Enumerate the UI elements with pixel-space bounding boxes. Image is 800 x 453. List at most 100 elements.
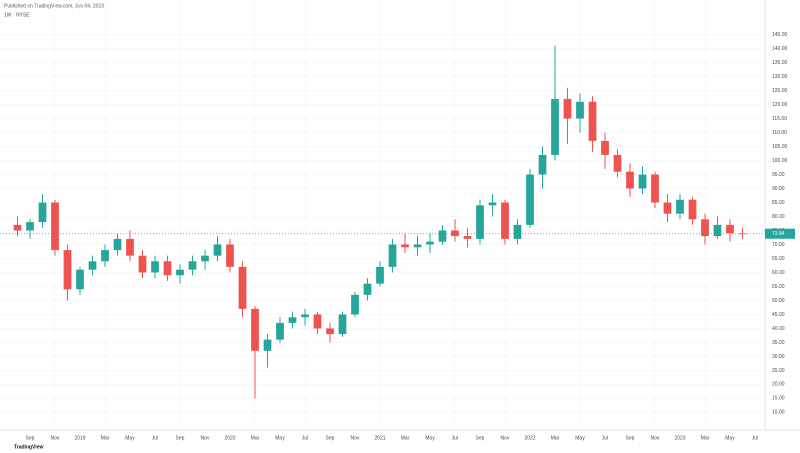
y-tick-label: 110.00 [772,130,787,136]
x-tick-label: May [725,435,735,441]
x-tick-label: Nov [651,435,660,441]
candle-body [263,339,272,351]
legend-text: 1W · NYSE [4,12,30,18]
candle-body [326,328,334,335]
candle-body [451,230,459,237]
candle-body [688,199,697,220]
x-tick-label: Sep [626,435,635,441]
candle-body [313,314,322,329]
candle-body [551,98,559,155]
y-tick-label: 65.00 [772,256,785,262]
x-tick-label: May [575,435,585,441]
candle-body [426,241,434,245]
x-tick-label: Nov [501,435,510,441]
candle-body [126,238,134,256]
y-tick-label: 50.00 [772,298,785,304]
x-tick-label: Mar [101,435,110,441]
y-tick-label: 30.00 [772,354,785,360]
y-tick-label: 70.00 [772,242,785,248]
candle-body [363,283,372,295]
last-price-tag [765,228,795,239]
x-tick-label: Jul [452,435,458,441]
y-tick-label: 45.00 [772,312,785,318]
y-tick-label: 130.00 [772,74,788,80]
candle-body [538,154,547,175]
y-tick-label: 105.00 [772,144,788,150]
x-tick-label: Sep [26,435,35,441]
x-tick-label: Sep [476,435,485,441]
y-tick-label: 95.00 [772,172,785,178]
candle-body [626,171,634,189]
x-tick-label: Jul [752,435,758,441]
x-tick-label: May [125,435,135,441]
candle-body [663,202,672,214]
candle-body [351,294,359,315]
candle-body [513,224,522,239]
candle-body [26,222,34,231]
candle-body [163,261,172,276]
y-tick-label: 15.00 [772,396,785,402]
candle-body [338,314,347,335]
candle-body [488,202,497,206]
y-tick-label: 120.00 [772,102,788,108]
candle-body [151,261,159,273]
x-tick-label: Sep [326,435,335,441]
y-tick-label: 115.00 [772,116,787,122]
candle-body [138,255,147,273]
candle-body [88,261,97,270]
y-tick-label: 100.00 [772,158,788,164]
candle-body [226,244,234,267]
candle-body [288,317,297,323]
candle-body [376,266,384,284]
candle-body [651,174,659,203]
candle-body [13,224,22,231]
candle-body [101,250,109,262]
y-tick-label: 20.00 [772,382,785,388]
candle-body [526,174,534,225]
candle-body [713,224,722,237]
y-tick-label: 10.00 [772,410,785,416]
x-tick-label: 2021 [374,435,385,441]
candle-body [476,205,484,239]
candle-body [176,269,184,276]
candle-body [738,233,747,235]
candle-body [576,101,584,119]
x-tick-label: Mar [401,435,410,441]
y-tick-label: 125.00 [772,88,788,94]
y-tick-label: 55.00 [772,284,785,290]
candle-body [726,224,734,234]
candle-body [701,219,709,237]
x-tick-label: Mar [251,435,260,441]
brand-logo: TradingView [14,444,43,450]
candle-body [463,236,472,239]
candle-body [613,154,622,172]
candle-body [76,269,84,290]
candle-body [238,266,247,309]
x-tick-label: Jul [602,435,608,441]
last-price-label: 73.84 [772,231,785,237]
y-tick-label: 25.00 [772,368,785,374]
candle-body [301,314,309,318]
candle-body [201,255,209,262]
candle-body [388,244,397,267]
x-tick-label: 2023 [674,435,685,441]
candle-body [501,202,509,239]
y-tick-label: 80.00 [772,214,785,220]
x-tick-label: Jul [152,435,158,441]
candle-body [638,174,647,189]
y-tick-label: 60.00 [772,270,785,276]
candle-body [676,199,684,214]
candle-body [601,140,609,155]
x-tick-label: Mar [551,435,560,441]
candle-body [251,308,259,351]
candle-body [588,101,597,141]
x-tick-label: 2022 [524,435,535,441]
x-tick-label: Nov [351,435,360,441]
x-tick-label: Nov [201,435,210,441]
y-tick-label: 135.00 [772,60,788,66]
candle-body [63,250,72,290]
candle-body [113,238,122,251]
y-tick-label: 35.00 [772,340,785,346]
